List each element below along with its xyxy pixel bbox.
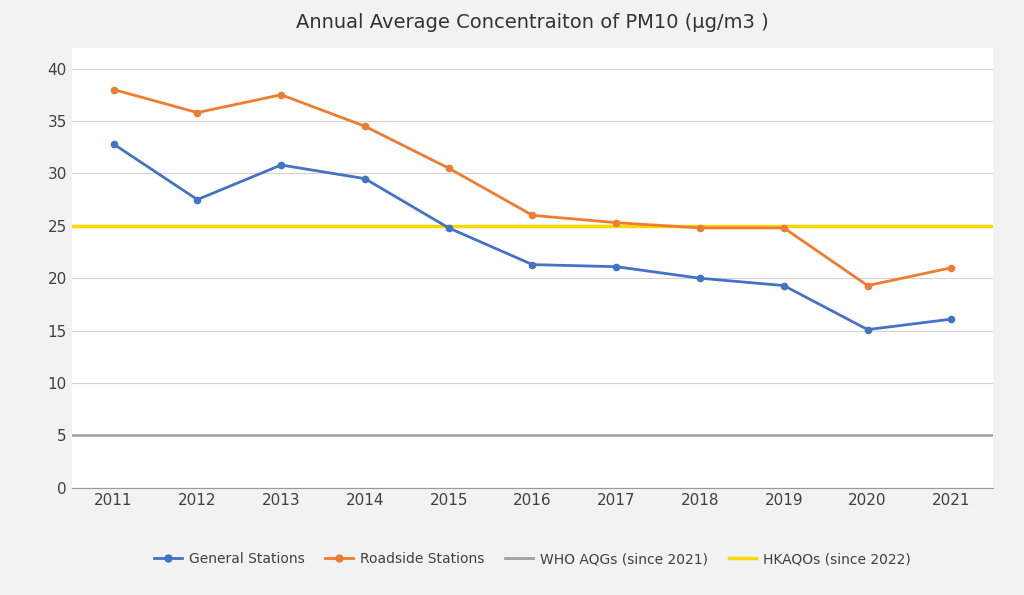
Legend: General Stations, Roadside Stations, WHO AQGs (since 2021), HKAQOs (since 2022): General Stations, Roadside Stations, WHO… <box>154 552 911 566</box>
Title: Annual Average Concentraiton of PM10 (μg/m3 ): Annual Average Concentraiton of PM10 (μg… <box>296 13 769 32</box>
